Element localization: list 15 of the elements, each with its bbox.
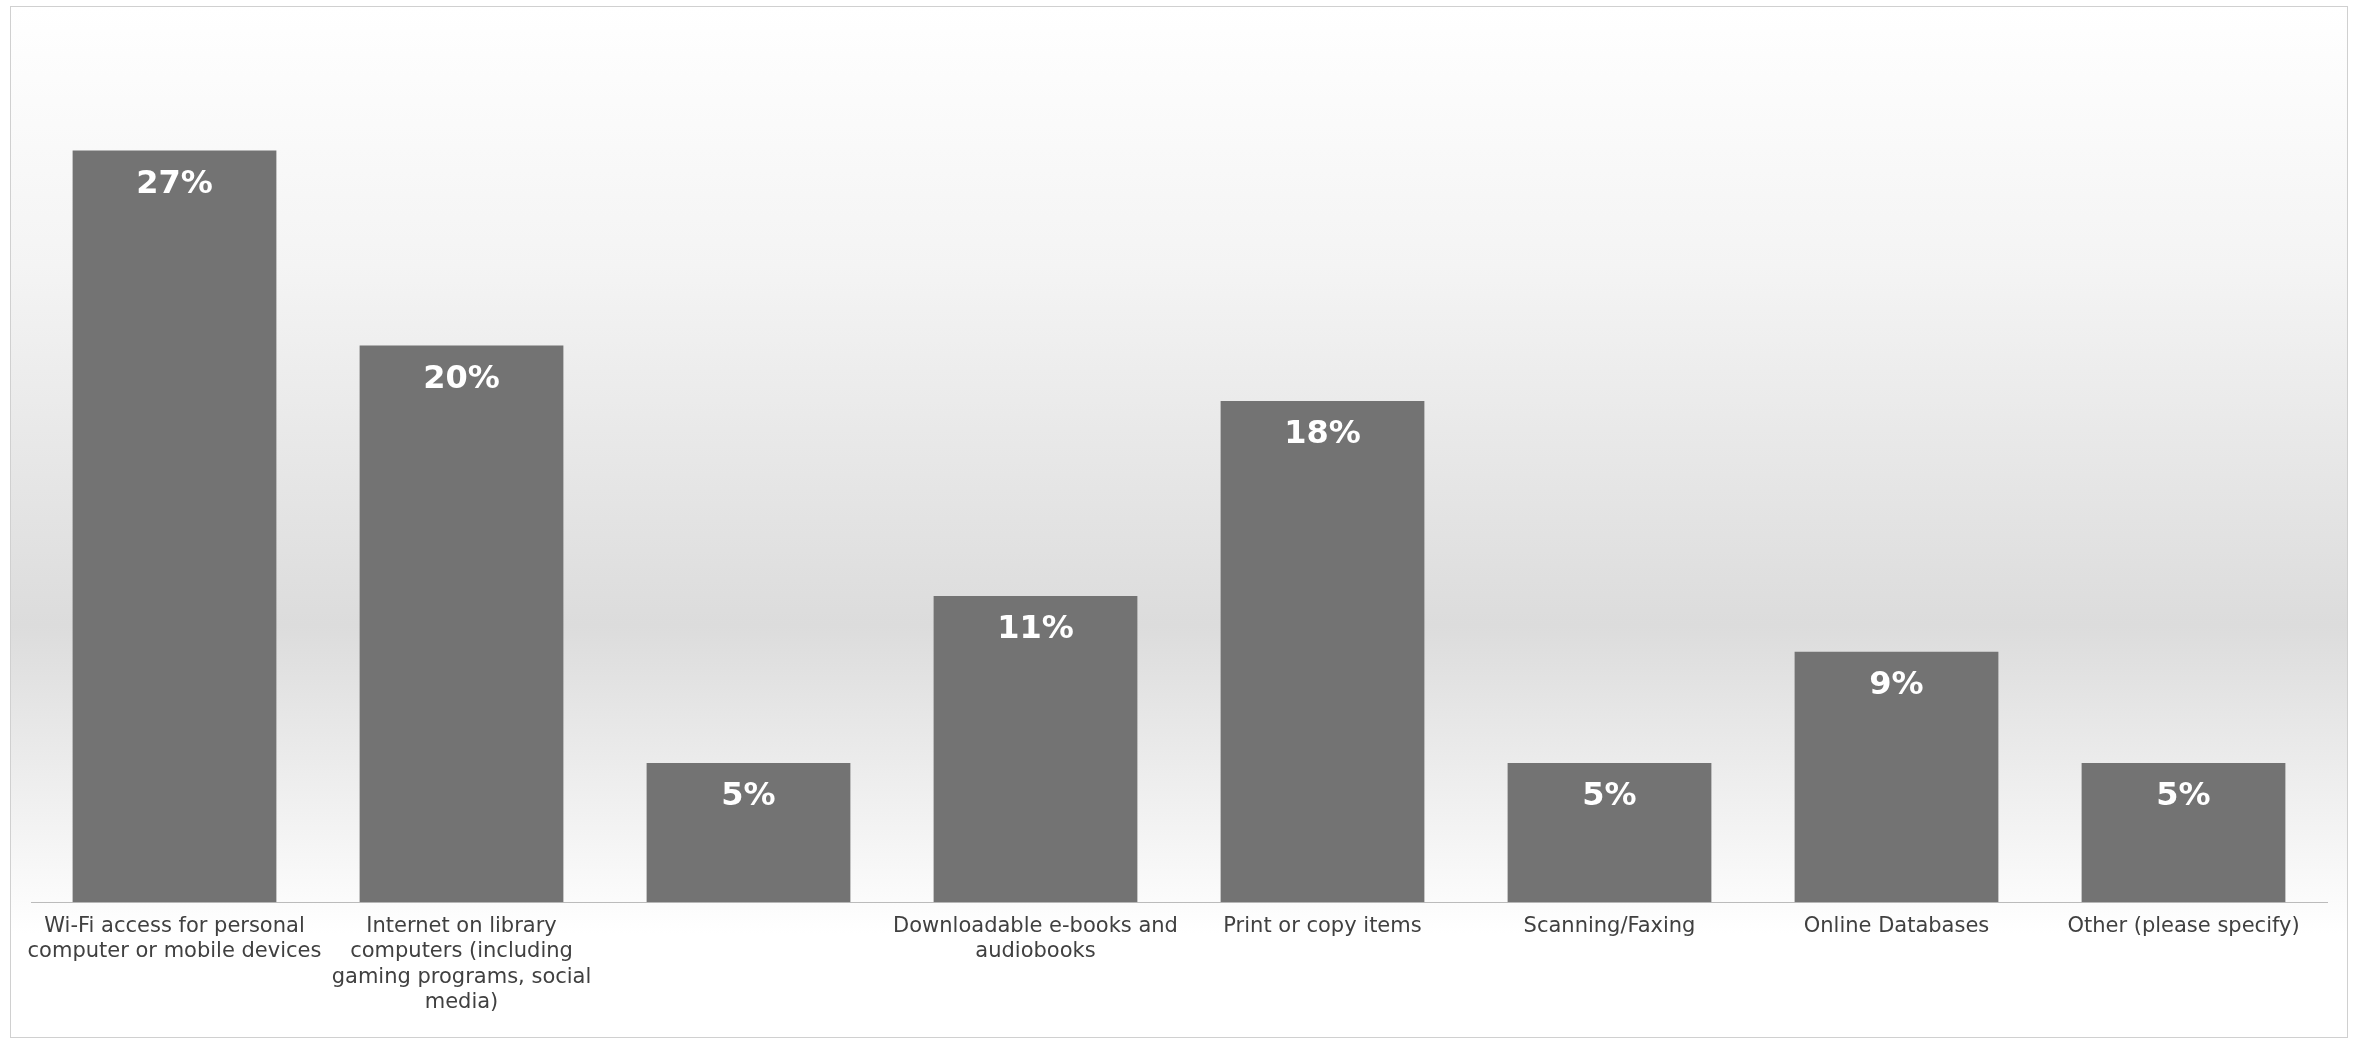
data-label: 11% xyxy=(997,608,1074,647)
x-tick-label: Scanning/Faxing xyxy=(1523,913,1696,938)
x-tick-label: Other (please specify) xyxy=(2067,913,2300,938)
data-label: 5% xyxy=(721,775,776,814)
data-label: 5% xyxy=(2156,775,2211,814)
data-label: 5% xyxy=(1582,775,1637,814)
x-tick-label: Online Databases xyxy=(1803,913,1990,938)
x-tick-label: Wi-Fi access for personal computer or mobile devices xyxy=(27,913,322,963)
data-label: 27% xyxy=(136,162,213,201)
data-label: 9% xyxy=(1869,663,1924,702)
x-tick-label: Print or copy items xyxy=(1223,913,1422,938)
data-label: 18% xyxy=(1284,413,1361,452)
x-tick-label: Internet on library computers (including gaming programs, social media) xyxy=(331,913,592,1013)
data-label: 20% xyxy=(423,357,500,396)
x-tick-label: Downloadable e-books and audiobooks xyxy=(893,913,1178,963)
